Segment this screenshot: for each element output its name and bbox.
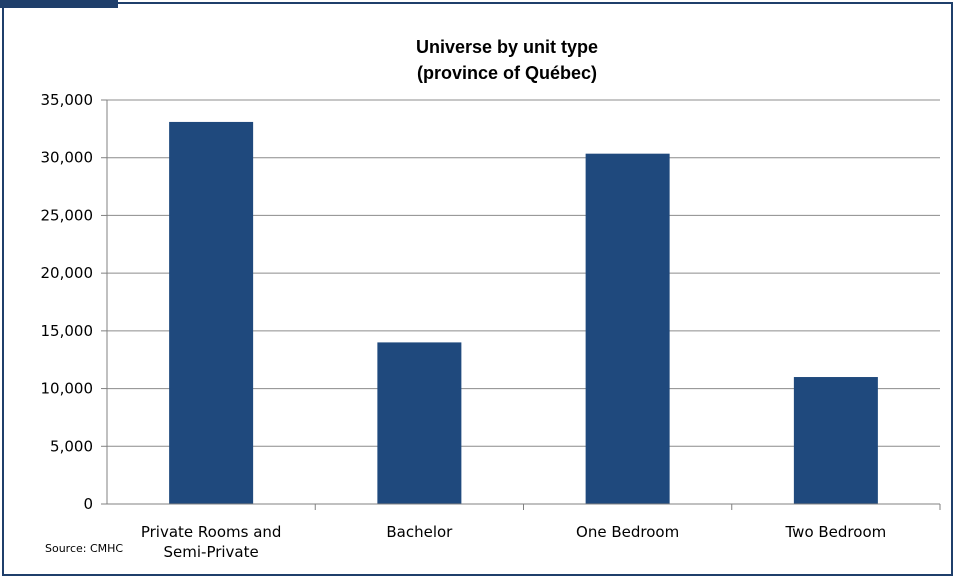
y-tick-label: 0 [83, 495, 93, 513]
y-tick-label: 35,000 [41, 91, 94, 109]
bar [377, 342, 462, 504]
y-tick-label: 30,000 [41, 149, 94, 167]
y-tick-label: 10,000 [41, 380, 94, 398]
x-axis-labels: Private Rooms and Semi-Private Bachelor One… [141, 504, 941, 561]
x-category-label: Two Bedroom [785, 523, 887, 541]
bar [793, 377, 878, 504]
x-category-label: Semi-Private [164, 543, 259, 561]
chart-title-line-1: Universe by unit type [416, 37, 598, 57]
bar [585, 153, 670, 504]
y-tick-label: 5,000 [50, 437, 93, 455]
corner-tab [0, 0, 118, 8]
x-category-label: Private Rooms and [141, 523, 282, 541]
x-category-label: Bachelor [386, 523, 453, 541]
chart-title-line-2: (province of Québec) [417, 63, 597, 83]
y-tick-label: 15,000 [41, 322, 94, 340]
x-category-label: One Bedroom [576, 523, 679, 541]
source-note: Source: CMHC [45, 542, 123, 555]
y-axis-ticks: 0 5,000 10,000 15,000 20,000 25,000 30,000 35,0… [41, 91, 107, 513]
bars [169, 121, 878, 504]
y-tick-label: 25,000 [41, 206, 94, 224]
y-tick-label: 20,000 [41, 264, 94, 282]
bar [169, 121, 254, 504]
